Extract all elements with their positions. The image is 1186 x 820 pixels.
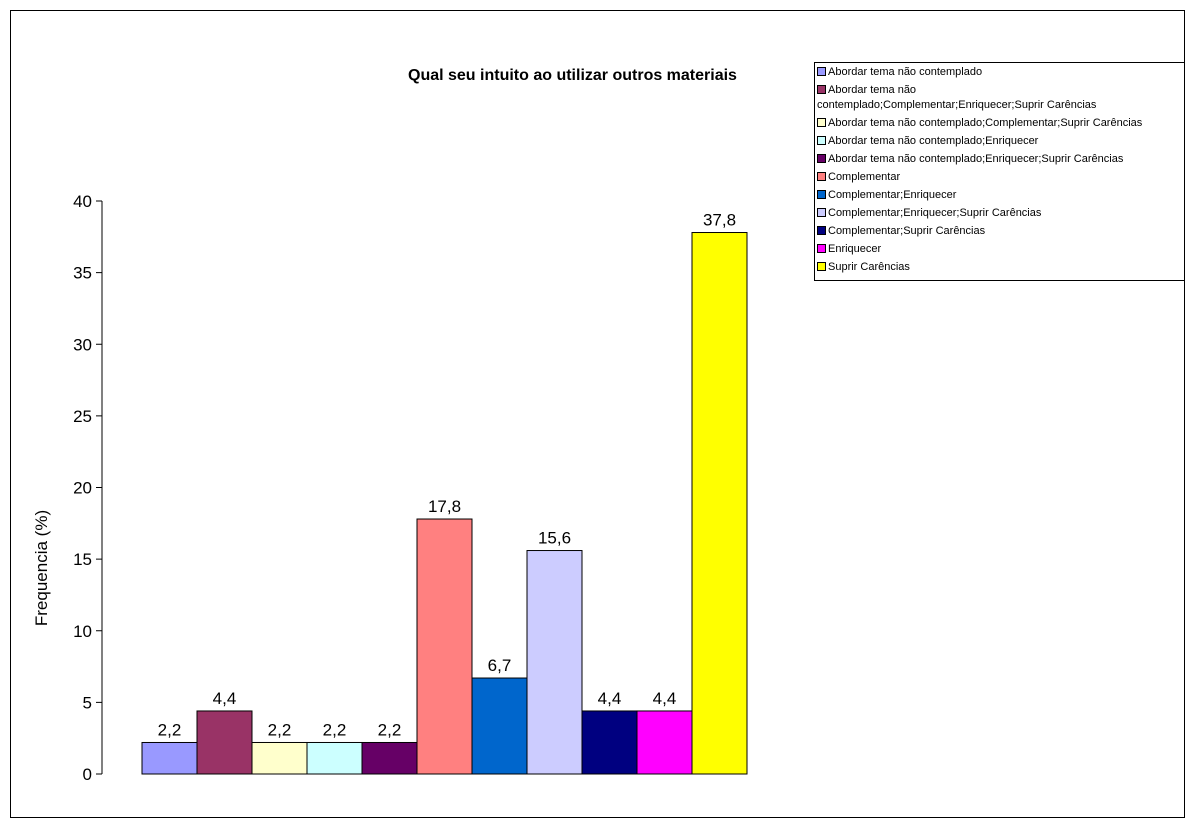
y-tick-label: 20 <box>73 479 92 498</box>
legend-label: Abordar tema não contemplado <box>828 66 983 78</box>
legend-item: Abordar tema não contemplado <box>817 65 982 80</box>
legend-swatch <box>817 261 826 271</box>
legend-item: Complementar;Enriquecer;Suprir Carências <box>817 206 1041 221</box>
chart-title: Qual seu intuito ao utilizar outros mate… <box>408 67 737 84</box>
legend-swatch <box>817 171 826 181</box>
y-tick-label: 25 <box>73 407 92 426</box>
bar <box>471 677 528 775</box>
y-tick-label: 5 <box>83 693 92 712</box>
bars <box>141 232 748 775</box>
y-tick-label: 15 <box>73 550 92 569</box>
legend-label: Abordar tema não contemplado;Enriquecer <box>828 135 1039 147</box>
legend-swatch <box>817 243 826 253</box>
legend-item: Enriquecer <box>817 242 881 257</box>
bar <box>196 710 253 775</box>
legend-label: Abordar tema não <box>828 84 917 96</box>
legend: Abordar tema não contemplado Abordar tema… <box>814 62 1185 281</box>
bar <box>306 741 363 775</box>
legend-item: Abordar tema não contemplado;Enriquecer;… <box>817 152 1123 167</box>
data-label: 17,8 <box>428 497 461 516</box>
legend-item: Complementar;Suprir Carências <box>817 224 985 239</box>
legend-label: Complementar <box>828 171 901 183</box>
bar <box>416 518 473 775</box>
legend-label: Complementar;Enriquecer;Suprir Carências <box>828 207 1042 219</box>
legend-label: Complementar;Suprir Carências <box>828 225 986 237</box>
data-label: 15,6 <box>538 529 571 548</box>
legend-label: contemplado;Complementar;Enriquecer;Supr… <box>817 99 1097 111</box>
data-label: 4,4 <box>653 689 677 708</box>
legend-item: Abordar tema não contemplado;Complementar… <box>817 83 1096 113</box>
legend-swatch <box>817 66 826 76</box>
y-tick-label: 30 <box>73 335 92 354</box>
data-label: 37,8 <box>703 211 736 230</box>
legend-item: Abordar tema não contemplado;Complementa… <box>817 116 1142 131</box>
bar <box>251 741 308 775</box>
bar <box>581 710 638 775</box>
bar <box>691 232 748 775</box>
legend-swatch <box>817 153 826 163</box>
data-label: 4,4 <box>598 689 622 708</box>
legend-label: Abordar tema não contemplado;Complementa… <box>828 117 1143 129</box>
legend-swatch <box>817 135 826 145</box>
data-label: 2,2 <box>268 720 292 739</box>
bar <box>361 741 418 775</box>
legend-item: Abordar tema não contemplado;Enriquecer <box>817 134 1038 149</box>
legend-item: Suprir Carências <box>817 260 910 275</box>
bar <box>526 550 583 775</box>
legend-swatch <box>817 117 826 127</box>
y-tick-label: 10 <box>73 622 92 641</box>
data-label: 4,4 <box>213 689 237 708</box>
legend-swatch <box>817 207 826 217</box>
y-tick-label: 40 <box>73 192 92 211</box>
data-label: 6,7 <box>488 656 512 675</box>
y-axis-label: Frequencia (%) <box>32 510 51 626</box>
legend-swatch <box>817 84 826 94</box>
legend-label: Suprir Carências <box>828 261 910 273</box>
legend-swatch <box>817 225 826 235</box>
legend-item: Complementar;Enriquecer <box>817 188 956 203</box>
y-tick-label: 0 <box>83 765 92 784</box>
legend-label: Enriquecer <box>828 243 882 255</box>
data-label: 2,2 <box>378 720 402 739</box>
axes: 0 5 10 15 20 25 30 35 40 <box>73 192 103 784</box>
legend-label: Abordar tema não contemplado;Enriquecer;… <box>828 153 1124 165</box>
data-label: 2,2 <box>158 720 182 739</box>
data-label: 2,2 <box>323 720 347 739</box>
data-labels: 2,2 4,4 2,2 2,2 2,2 17,8 6,7 15,6 4,4 4,4 37,8 <box>158 211 736 740</box>
legend-label: Complementar;Enriquecer <box>828 189 957 201</box>
legend-swatch <box>817 189 826 199</box>
bar <box>141 741 198 775</box>
y-tick-label: 35 <box>73 264 92 283</box>
bar <box>636 710 693 775</box>
legend-item: Complementar <box>817 170 900 185</box>
